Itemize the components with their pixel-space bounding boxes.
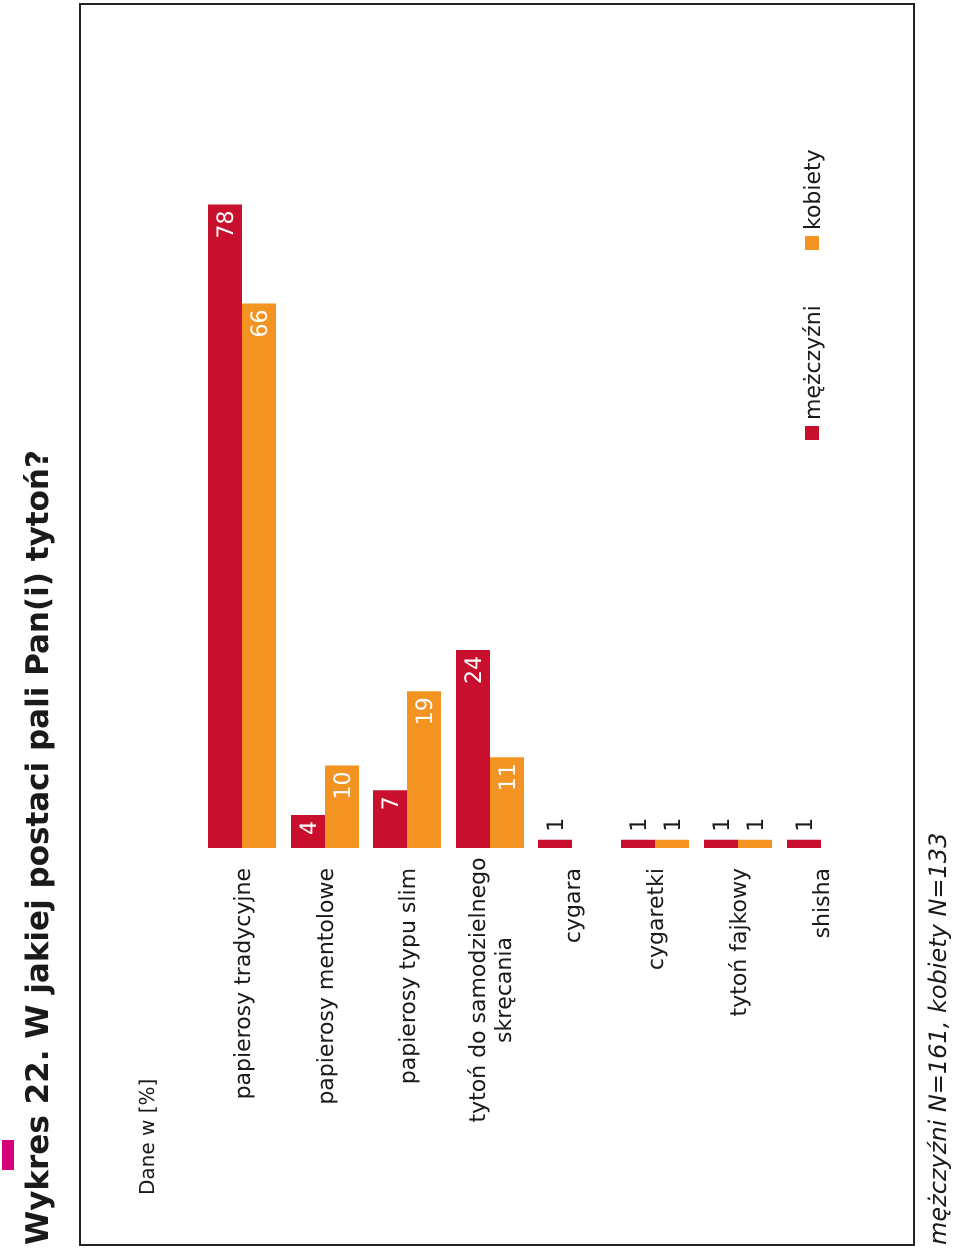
bar-women-1 — [325, 765, 359, 848]
value-label-women-2: 19 — [413, 697, 438, 725]
legend: mężczyźni kobiety — [801, 149, 826, 440]
category-label-1: papierosy mentolowe — [314, 868, 339, 1105]
bar-men-1 — [291, 815, 325, 848]
value-label-men-1: 4 — [297, 821, 322, 835]
category-label-7: shisha — [810, 868, 835, 938]
category-label-2: papierosy typu slim — [396, 868, 421, 1084]
legend-men-label: mężczyźni — [801, 305, 826, 420]
value-label-men-3: 24 — [462, 656, 487, 684]
category-label-3-line0: tytoń do samodzielnego — [466, 857, 491, 1122]
value-label-men-6: 1 — [710, 818, 735, 832]
bar-men-0 — [208, 204, 242, 848]
value-label-men-7: 1 — [793, 818, 818, 832]
bar-women-2 — [407, 691, 441, 848]
category-label-4: cygara — [561, 868, 586, 943]
bar-men-5 — [621, 839, 655, 848]
value-label-men-0: 78 — [214, 211, 239, 239]
category-label-3-line1: skręcania — [492, 937, 517, 1043]
value-label-women-5: 1 — [661, 818, 686, 832]
value-label-women-1: 10 — [331, 772, 356, 800]
value-label-women-6: 1 — [744, 818, 769, 832]
category-label-0: papierosy tradycyjne — [231, 868, 256, 1099]
legend-men-swatch — [805, 426, 819, 440]
bar-men-3 — [456, 650, 490, 848]
bar-women-5 — [655, 839, 689, 848]
value-label-women-3: 11 — [496, 763, 521, 791]
unit-label: Dane w [%] — [135, 1079, 159, 1195]
title-accent-tab — [2, 1140, 14, 1170]
category-labels: papierosy tradycyjne papierosy mentolowe p… — [231, 857, 835, 1122]
category-label-6: tytoń fajkowy — [727, 868, 752, 1016]
bar-men-2 — [373, 790, 407, 848]
footnote: mężczyźni N=161, kobiety N=133 — [924, 833, 952, 1245]
category-label-5: cygaretki — [644, 868, 669, 970]
value-label-men-5: 1 — [627, 818, 652, 832]
chart-frame — [79, 3, 915, 1246]
legend-women-label: kobiety — [801, 149, 826, 230]
value-label-women-0: 66 — [248, 310, 273, 338]
bar-men-6 — [704, 839, 738, 848]
value-label-men-2: 7 — [379, 796, 404, 810]
bar-men-7 — [787, 839, 821, 848]
chart-title: Wykres 22. W jakiej postaci pali Pan(i) … — [20, 450, 56, 1245]
bar-men-4 — [538, 839, 572, 848]
legend-women-swatch — [805, 236, 819, 250]
bar-women-6 — [738, 839, 772, 848]
bar-women-0 — [242, 303, 276, 848]
bar-women-3 — [490, 757, 524, 848]
value-label-men-4: 1 — [544, 818, 569, 832]
